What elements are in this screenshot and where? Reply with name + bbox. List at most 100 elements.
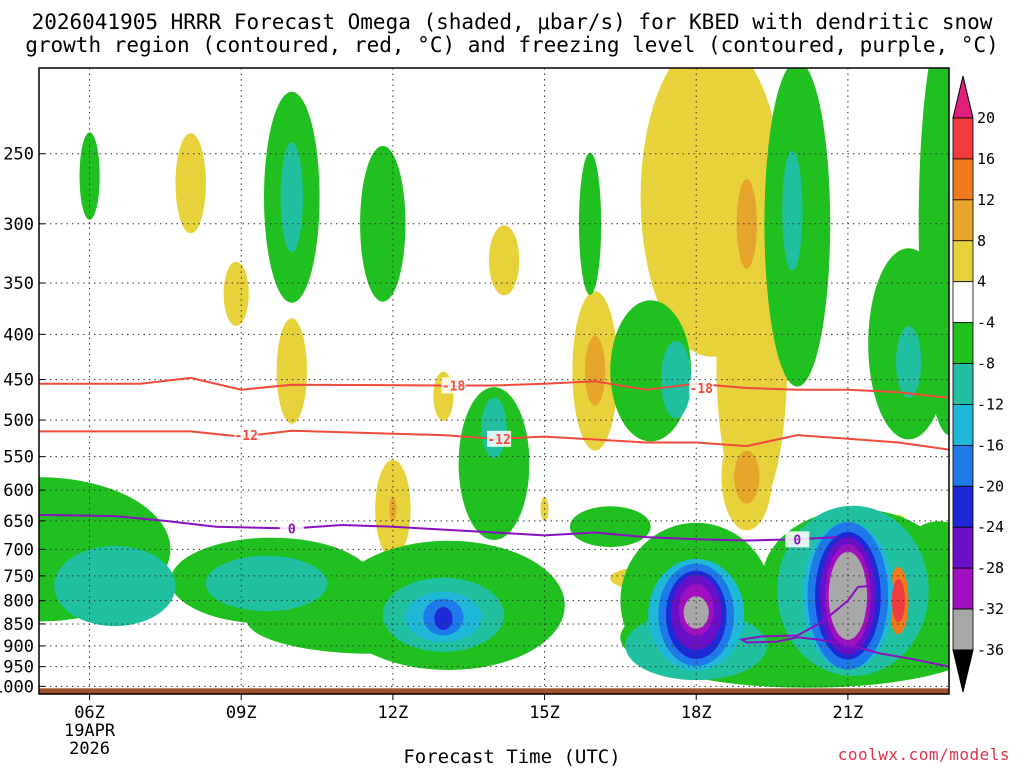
contour-label-bg-3 xyxy=(487,430,512,447)
colorbar-label-10: -24 xyxy=(977,518,1004,536)
omega-region-41 xyxy=(782,150,803,271)
omega-region-32 xyxy=(585,335,606,406)
omega-region-1 xyxy=(223,261,249,326)
colorbar-label-3: 8 xyxy=(977,232,986,250)
contour-label-bg-0 xyxy=(441,377,466,394)
y-tick-label-1: 300 xyxy=(3,215,34,235)
colorbar-swatch-6 xyxy=(952,322,974,364)
contour-label-bg-4 xyxy=(279,520,304,537)
colorbar-swatch-5 xyxy=(952,281,974,324)
colorbar-swatch-11 xyxy=(952,526,974,569)
y-tick-label-3: 400 xyxy=(3,325,34,345)
y-tick-label-10: 750 xyxy=(3,567,34,587)
colorbar-label-7: -12 xyxy=(977,395,1004,413)
contour-0 xyxy=(39,376,949,399)
omega-region-2 xyxy=(276,318,307,424)
contour-label-0: -18 xyxy=(442,380,466,395)
colorbar-label-11: -28 xyxy=(977,559,1004,577)
colorbar-swatch-7 xyxy=(952,363,974,405)
colorbar-label-6: -8 xyxy=(977,355,995,373)
x-tick-label-4: 18Z xyxy=(681,703,712,723)
colorbar-swatch-4 xyxy=(952,240,974,283)
x-date-label-1: 2026 xyxy=(69,739,110,759)
plot-frame xyxy=(38,67,950,695)
omega-region-34 xyxy=(734,450,760,504)
colorbar-label-5: -4 xyxy=(977,314,995,332)
omega-region-44 xyxy=(660,341,692,419)
contour-label-bg-1 xyxy=(689,380,714,397)
x-date-label-0: 19APR xyxy=(64,721,116,741)
terrain-band xyxy=(39,688,949,694)
omega-region-63 xyxy=(828,551,868,640)
colorbar-swatch-8 xyxy=(952,404,974,446)
colorbar-label-2: 12 xyxy=(977,191,995,209)
x-axis-title: Forecast Time (UTC) xyxy=(403,746,621,768)
colorbar-swatch-2 xyxy=(952,158,974,201)
contour-3 xyxy=(738,585,949,668)
contour-2 xyxy=(39,513,838,542)
temperature-contours: -18 -18 -12 -12 0 0 xyxy=(39,376,949,668)
contour-label-5: 0 xyxy=(793,533,801,548)
omega-region-18 xyxy=(458,387,530,541)
colorbar-bottom-arrow xyxy=(952,649,974,693)
y-tick-label-9: 700 xyxy=(3,540,34,560)
colorbar-swatch-9 xyxy=(952,444,974,487)
x-tick-label-1: 09Z xyxy=(226,703,257,723)
colorbar-swatch-1 xyxy=(952,117,974,160)
colorbar-top-arrow xyxy=(952,75,974,119)
x-tick-label-3: 15Z xyxy=(529,703,560,723)
chart-title-line-2: growth region (contoured, red, °C) and f… xyxy=(25,33,999,57)
contour-label-1: -18 xyxy=(690,382,714,397)
x-tick-label-5: 21Z xyxy=(833,703,864,723)
contour-label-bg-2 xyxy=(234,427,259,444)
omega-region-43 xyxy=(481,397,507,458)
colorbar-swatch-3 xyxy=(952,199,974,242)
contour-label-4: 0 xyxy=(288,522,296,537)
omega-region-42 xyxy=(896,326,922,398)
colorbar-label-1: 16 xyxy=(977,150,995,168)
y-tick-label-8: 650 xyxy=(3,512,34,532)
colorbar-label-12: -32 xyxy=(977,600,1004,618)
colorbar-swatch-10 xyxy=(952,485,974,528)
omega-region-27 xyxy=(79,132,100,220)
y-tick-label-14: 950 xyxy=(3,658,34,678)
omega-region-26 xyxy=(360,145,406,302)
pressure-axis: 2503003504004505005506006507007508008509… xyxy=(0,145,45,697)
y-tick-label-12: 850 xyxy=(3,615,34,635)
omega-region-38 xyxy=(205,555,328,612)
y-tick-label-0: 250 xyxy=(3,145,34,165)
x-tick-label-0: 06Z xyxy=(74,703,105,723)
y-tick-label-11: 800 xyxy=(3,592,34,612)
x-tick-label-2: 12Z xyxy=(378,703,409,723)
omega-region-4 xyxy=(488,225,520,296)
contour-label-2: -12 xyxy=(235,429,258,444)
y-tick-label-2: 350 xyxy=(3,274,34,294)
colorbar-swatch-12 xyxy=(952,567,974,610)
omega-region-0 xyxy=(175,133,206,234)
y-tick-label-4: 450 xyxy=(3,371,34,391)
y-tick-label-6: 550 xyxy=(3,448,34,468)
y-tick-label-5: 500 xyxy=(3,411,34,431)
contour-label-bg-5 xyxy=(785,531,810,548)
colorbar-label-9: -20 xyxy=(977,477,1004,495)
omega-colorbar: 20 16 12 8 4 -4 -8 -12 -16 -20 -24 -28 -32 -36 xyxy=(952,75,1004,693)
terrain-layer xyxy=(39,688,949,694)
colorbar-label-8: -16 xyxy=(977,436,1004,454)
colorbar-label-4: 4 xyxy=(977,273,986,291)
contour-label-3: -12 xyxy=(487,433,510,448)
colorbar-label-13: -36 xyxy=(977,641,1004,659)
omega-region-31 xyxy=(918,68,949,435)
y-tick-label-13: 900 xyxy=(3,637,34,657)
chart-title-line-1: 2026041905 HRRR Forecast Omega (shaded, … xyxy=(31,10,993,34)
y-tick-label-15: 1000 xyxy=(0,677,34,697)
omega-region-33 xyxy=(736,178,757,269)
source-credit[interactable]: coolwx.com/models xyxy=(837,745,1010,764)
colorbar-swatch-13 xyxy=(952,608,974,651)
colorbar-label-0: 20 xyxy=(977,109,995,127)
omega-region-19 xyxy=(569,506,651,548)
omega-region-55 xyxy=(434,607,453,630)
omega-region-37 xyxy=(54,545,176,627)
y-tick-label-7: 600 xyxy=(3,481,34,501)
